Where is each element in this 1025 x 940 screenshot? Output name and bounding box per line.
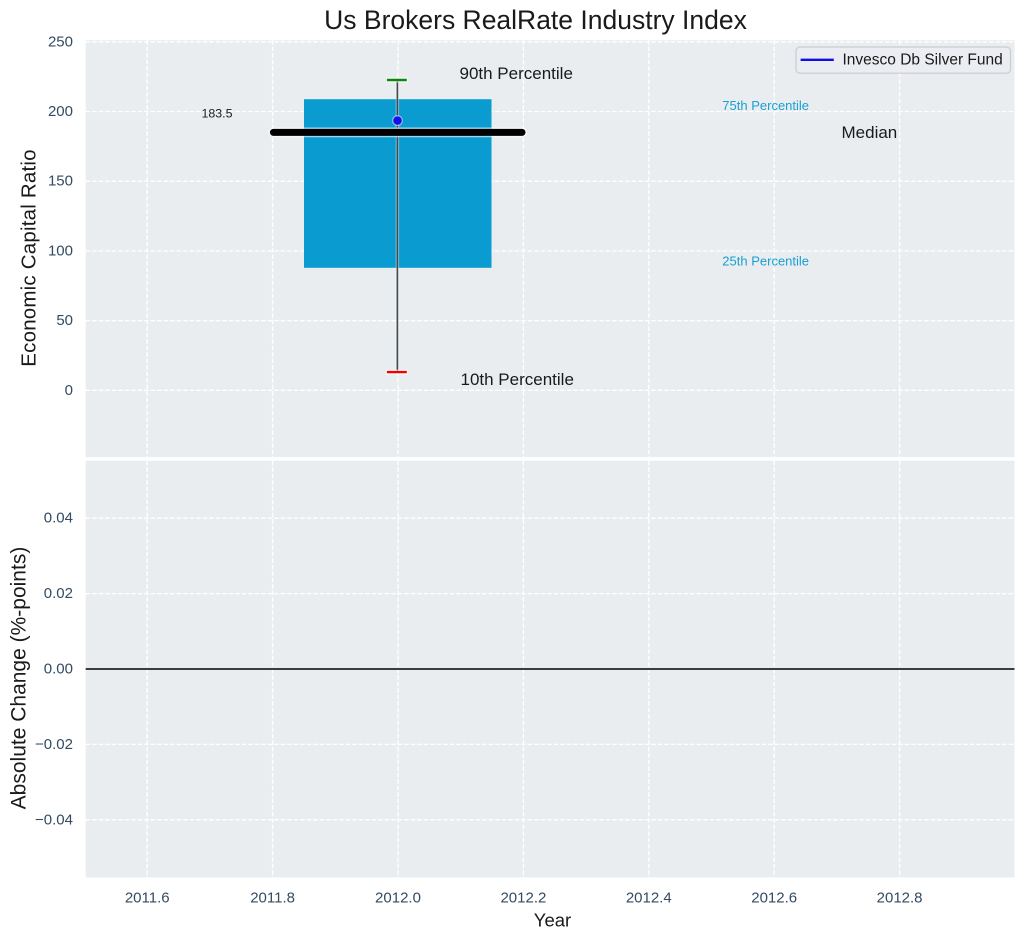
svg-text:25th Percentile: 25th Percentile — [722, 253, 809, 268]
svg-text:183.5: 183.5 — [202, 106, 233, 120]
svg-text:2011.6: 2011.6 — [125, 889, 170, 906]
svg-text:150: 150 — [48, 173, 73, 190]
svg-text:2012.6: 2012.6 — [751, 889, 797, 906]
svg-text:2012.2: 2012.2 — [500, 889, 546, 906]
svg-text:2012.4: 2012.4 — [626, 889, 672, 906]
svg-text:Economic Capital Ratio: Economic Capital Ratio — [18, 149, 41, 366]
svg-text:Year: Year — [534, 910, 571, 931]
svg-text:0.04: 0.04 — [44, 510, 73, 527]
svg-text:−0.02: −0.02 — [35, 736, 73, 753]
svg-text:10th Percentile: 10th Percentile — [461, 370, 574, 389]
svg-text:75th Percentile: 75th Percentile — [722, 98, 809, 113]
svg-text:2012.8: 2012.8 — [877, 889, 923, 906]
svg-text:Invesco Db Silver Fund: Invesco Db Silver Fund — [843, 52, 1003, 69]
svg-text:200: 200 — [48, 103, 73, 120]
svg-text:Us Brokers RealRate Industry I: Us Brokers RealRate Industry Index — [324, 5, 747, 35]
svg-text:0.02: 0.02 — [44, 585, 73, 602]
svg-text:0: 0 — [65, 382, 73, 399]
svg-text:100: 100 — [48, 242, 73, 259]
svg-text:90th Percentile: 90th Percentile — [460, 64, 573, 83]
svg-text:0.00: 0.00 — [44, 661, 73, 678]
svg-text:2012.0: 2012.0 — [375, 889, 421, 906]
svg-text:2011.8: 2011.8 — [250, 889, 295, 906]
svg-text:Median: Median — [842, 123, 898, 142]
svg-text:Absolute Change (%-points): Absolute Change (%-points) — [8, 547, 31, 810]
svg-text:50: 50 — [56, 312, 73, 329]
svg-text:−0.04: −0.04 — [35, 811, 73, 828]
svg-text:250: 250 — [48, 33, 73, 50]
